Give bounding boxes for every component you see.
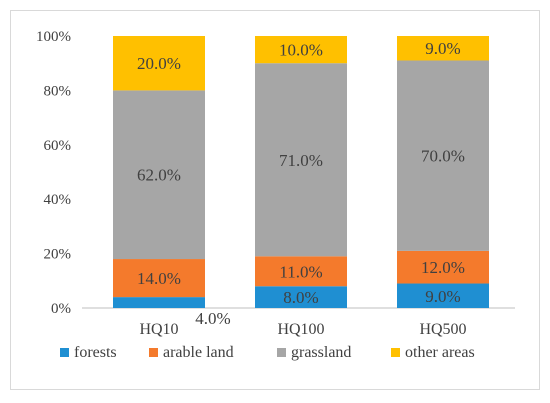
legend-swatch <box>60 348 69 357</box>
bar-segment-arable-land <box>113 259 205 298</box>
bar-segment-other-areas <box>255 36 347 64</box>
bar-segment-arable-land <box>255 256 347 287</box>
bar-segment-grassland <box>255 63 347 257</box>
y-tick-label: 20% <box>44 247 72 263</box>
y-tick-label: 80% <box>44 83 72 99</box>
legend-label: grassland <box>291 344 351 361</box>
bar-segment-grassland <box>113 90 205 260</box>
x-category-label: HQ500 <box>419 321 466 338</box>
bar-segment-arable-land <box>397 250 489 284</box>
bar-segment-other-areas <box>113 36 205 91</box>
legend-label: other areas <box>405 344 475 361</box>
bar-segment-forests <box>255 286 347 308</box>
data-label: 71.0% <box>279 151 323 170</box>
legend-swatch <box>277 348 286 357</box>
data-label: 14.0% <box>137 269 181 288</box>
data-label: 20.0% <box>137 54 181 73</box>
bar-segment-grassland <box>397 60 489 251</box>
legend-swatch <box>149 348 158 357</box>
data-label: 8.0% <box>283 288 318 307</box>
x-category-label: HQ10 <box>139 321 178 338</box>
y-tick-label: 40% <box>44 192 72 208</box>
data-label: 9.0% <box>425 39 460 58</box>
data-label: 12.0% <box>421 258 465 277</box>
bar-segment-forests <box>397 283 489 308</box>
bar-segment-forests <box>113 297 205 308</box>
data-label: 10.0% <box>279 41 323 60</box>
data-label: 62.0% <box>137 166 181 185</box>
legend-label: forests <box>74 344 117 361</box>
data-label: 70.0% <box>421 147 465 166</box>
data-label: 11.0% <box>279 262 322 281</box>
data-label: 9.0% <box>425 287 460 306</box>
bar-segment-other-areas <box>397 36 489 61</box>
y-tick-label: 0% <box>51 301 71 317</box>
y-tick-label: 100% <box>36 29 71 45</box>
y-tick-label: 60% <box>44 138 72 154</box>
legend-label: arable land <box>163 344 234 361</box>
data-label: 4.0% <box>195 309 230 328</box>
legend-swatch <box>391 348 400 357</box>
x-category-label: HQ100 <box>277 321 324 338</box>
